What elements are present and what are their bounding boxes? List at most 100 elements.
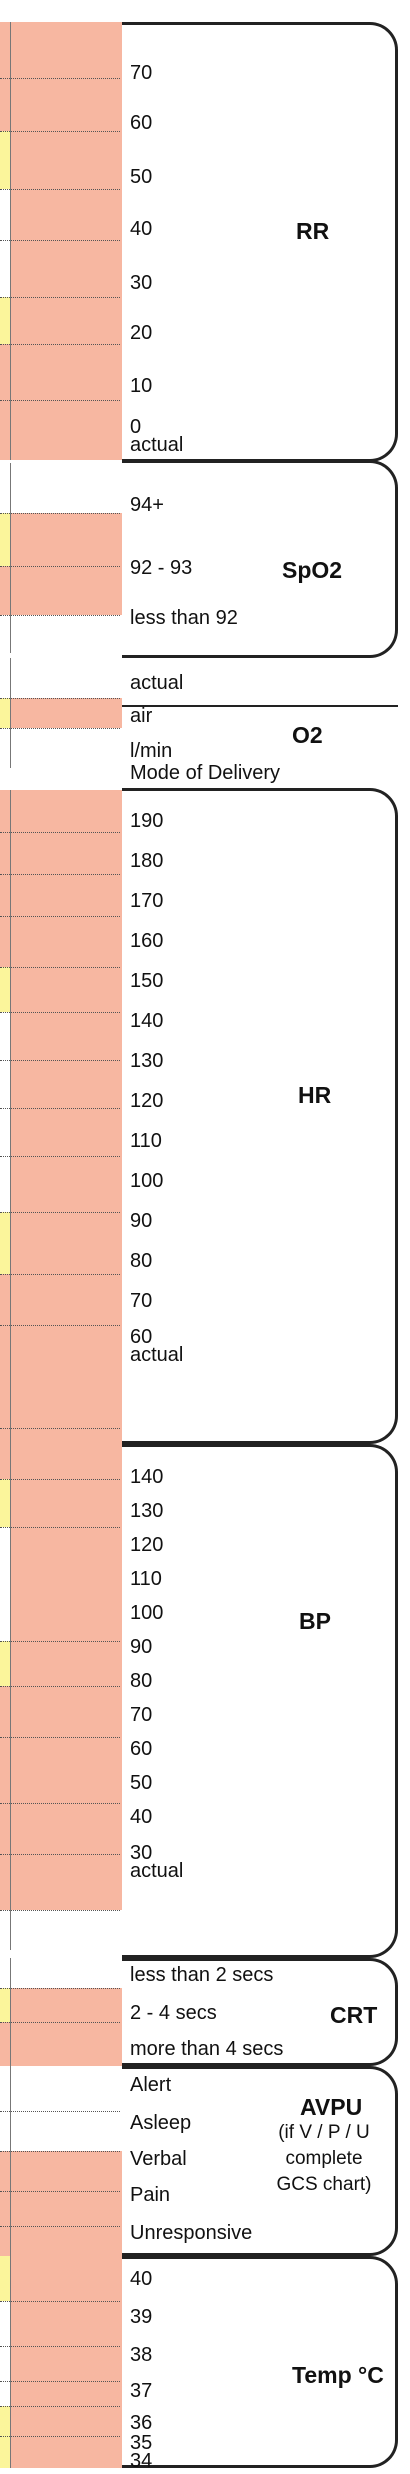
temp-grid bbox=[0, 2256, 122, 2468]
rr-grid bbox=[0, 22, 122, 460]
crt-section bbox=[122, 1958, 398, 2066]
hr-label: 160 bbox=[130, 930, 164, 952]
hr-label: 100 bbox=[130, 1170, 164, 1192]
crt-label: more than 4 secs bbox=[130, 2038, 284, 2060]
temp-label: 35 bbox=[130, 2432, 153, 2454]
bp-label: 30 bbox=[130, 1842, 153, 1864]
hr-label: 120 bbox=[130, 1090, 164, 1112]
avpu-note-line: (if V / P / U bbox=[278, 2122, 370, 2143]
o2-col-2 bbox=[10, 658, 122, 768]
hr-label: 80 bbox=[130, 1250, 153, 1272]
bp-label-actual: actual bbox=[130, 1860, 184, 1882]
hr-label: 170 bbox=[130, 890, 164, 912]
crt-grid bbox=[0, 1958, 122, 2066]
temp-label: 39 bbox=[130, 2306, 153, 2328]
crt-label: 2 - 4 secs bbox=[130, 2002, 217, 2024]
spo2-title: SpO2 bbox=[282, 557, 343, 583]
spo2-label: 94+ bbox=[130, 494, 164, 516]
temp-label: 37 bbox=[130, 2380, 153, 2402]
bp-label: 140 bbox=[130, 1466, 164, 1488]
rr-title: RR bbox=[296, 218, 330, 244]
temp-label: 34 bbox=[130, 2450, 153, 2472]
bp-title: BP bbox=[299, 1608, 331, 1634]
spo2-col-2 bbox=[10, 463, 122, 653]
hr-label-actual: actual bbox=[130, 1344, 184, 1366]
avpu-label: Alert bbox=[130, 2074, 172, 2096]
bp-label: 130 bbox=[130, 1500, 164, 1522]
spo2-section bbox=[122, 460, 398, 658]
avpu-note-line: complete bbox=[285, 2148, 363, 2169]
bp-label: 90 bbox=[130, 1636, 153, 1658]
hr-grid bbox=[0, 790, 122, 1430]
bp-col-1 bbox=[0, 1380, 10, 1950]
crt-label: less than 2 secs bbox=[130, 1964, 274, 1986]
bp-label: 50 bbox=[130, 1772, 153, 1794]
hr-label: 110 bbox=[130, 1130, 162, 1152]
rr-label: 60 bbox=[130, 112, 153, 134]
bp-label: 80 bbox=[130, 1670, 153, 1692]
hr-label: 140 bbox=[130, 1010, 164, 1032]
bp-col-2 bbox=[10, 1380, 122, 1950]
crt-title: CRT bbox=[330, 2002, 378, 2028]
avpu-label: Unresponsive bbox=[130, 2222, 253, 2244]
avpu-grid bbox=[0, 2066, 122, 2256]
spo2-label: less than 92 bbox=[130, 607, 238, 629]
o2-col-1 bbox=[0, 658, 10, 768]
rr-label: 10 bbox=[130, 375, 153, 397]
rr-label: 70 bbox=[130, 62, 153, 84]
hr-label: 130 bbox=[130, 1050, 164, 1072]
o2-label-mode: Mode of Delivery bbox=[130, 762, 281, 784]
rr-label: 20 bbox=[130, 322, 153, 344]
temp-label: 40 bbox=[130, 2268, 153, 2290]
rr-label: 50 bbox=[130, 166, 153, 188]
avpu-col-1 bbox=[0, 2066, 10, 2256]
hr-label: 190 bbox=[130, 810, 164, 832]
bp-section bbox=[122, 1444, 398, 1958]
avpu-title: AVPU bbox=[300, 2094, 363, 2120]
bp-label: 120 bbox=[130, 1534, 164, 1556]
rr-col-2 bbox=[10, 22, 122, 460]
avpu-col-2 bbox=[10, 2066, 122, 2256]
temp-label: 38 bbox=[130, 2344, 153, 2366]
rr-label: 0 bbox=[130, 416, 142, 438]
crt-col-1 bbox=[0, 1958, 10, 2066]
hr-label: 70 bbox=[130, 1290, 153, 1312]
hr-col-1 bbox=[0, 790, 10, 1430]
hr-section bbox=[122, 788, 398, 1444]
o2-label: l/min bbox=[130, 740, 173, 762]
temp-col-2 bbox=[10, 2256, 122, 2468]
spo2-label-actual: actual bbox=[130, 672, 184, 694]
avpu-label: Pain bbox=[130, 2184, 171, 2206]
spo2-label: 92 - 93 bbox=[130, 557, 193, 579]
rr-label-actual: actual bbox=[130, 434, 184, 456]
hr-label: 60 bbox=[130, 1326, 153, 1348]
hr-col-2 bbox=[10, 790, 122, 1430]
bp-label: 110 bbox=[130, 1568, 162, 1590]
o2-title: O2 bbox=[292, 722, 323, 748]
bp-label: 70 bbox=[130, 1704, 153, 1726]
temp-title: Temp °C bbox=[292, 2362, 384, 2388]
temp-section bbox=[122, 2256, 398, 2468]
bp-grid bbox=[0, 1380, 122, 1950]
spo2-grid bbox=[0, 463, 122, 653]
rr-label: 40 bbox=[130, 218, 153, 240]
temp-col-1 bbox=[0, 2256, 10, 2468]
hr-title: HR bbox=[298, 1082, 332, 1108]
rr-section bbox=[122, 22, 398, 462]
o2-grid bbox=[0, 658, 122, 768]
o2-label: air bbox=[130, 705, 153, 727]
bp-label: 40 bbox=[130, 1806, 153, 1828]
avpu-label: Verbal bbox=[130, 2148, 187, 2170]
spo2-col-1 bbox=[0, 463, 10, 653]
bp-label: 60 bbox=[130, 1738, 153, 1760]
avpu-note-line: GCS chart) bbox=[276, 2174, 372, 2195]
rr-col-1 bbox=[0, 22, 10, 460]
temp-label: 36 bbox=[130, 2412, 153, 2434]
avpu-section bbox=[122, 2066, 398, 2256]
rr-label: 30 bbox=[130, 272, 153, 294]
hr-label: 150 bbox=[130, 970, 164, 992]
hr-label: 180 bbox=[130, 850, 164, 872]
bp-label: 100 bbox=[130, 1602, 164, 1624]
crt-col-2 bbox=[10, 1958, 122, 2066]
